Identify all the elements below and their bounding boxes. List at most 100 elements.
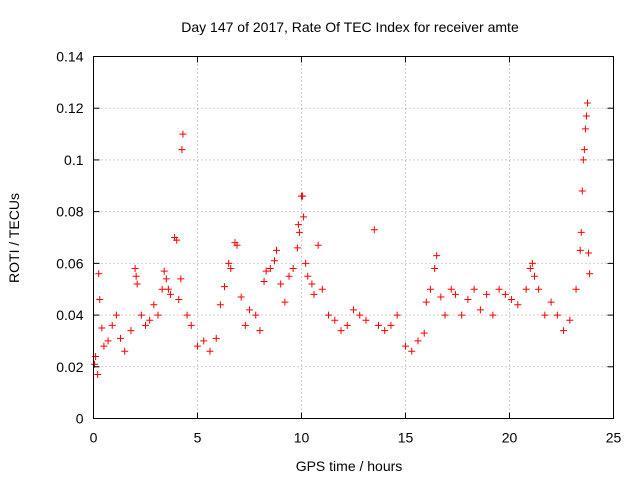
- y-tick-label: 0.06: [56, 255, 83, 271]
- data-point: [464, 296, 472, 304]
- data-point: [216, 301, 224, 309]
- grid-lines: [93, 56, 614, 419]
- data-point: [300, 213, 308, 221]
- data-point: [221, 283, 229, 291]
- data-point: [422, 298, 430, 306]
- data-point: [402, 342, 409, 350]
- data-point: [154, 311, 162, 319]
- y-tick-label: 0.12: [56, 100, 83, 116]
- data-point: [104, 337, 112, 345]
- data-point: [179, 130, 187, 138]
- data-point: [530, 272, 538, 280]
- data-point: [206, 347, 214, 355]
- data-point: [447, 285, 455, 293]
- data-point: [576, 246, 584, 254]
- data-point: [187, 321, 195, 329]
- data-point: [252, 311, 260, 319]
- data-point: [586, 270, 594, 278]
- data-point: [183, 311, 191, 319]
- data-point: [166, 290, 174, 298]
- data-point: [393, 311, 401, 319]
- data-point: [233, 241, 241, 249]
- data-point: [325, 311, 333, 319]
- data-point: [302, 259, 310, 267]
- data-point: [212, 334, 220, 342]
- data-point: [420, 329, 428, 337]
- data-point: [137, 311, 145, 319]
- data-point: [194, 342, 201, 350]
- data-point: [337, 327, 345, 335]
- data-point: [173, 236, 181, 244]
- data-point: [246, 306, 253, 314]
- data-point: [370, 226, 378, 234]
- data-point: [95, 270, 103, 278]
- data-point: [470, 285, 478, 293]
- data-point: [225, 259, 233, 267]
- x-tick-label: 0: [90, 430, 98, 446]
- data-point: [374, 321, 382, 329]
- data-point: [489, 311, 497, 319]
- data-point: [175, 296, 183, 304]
- data-point: [281, 298, 289, 306]
- data-point: [270, 257, 278, 265]
- data-point: [308, 280, 316, 288]
- data-point: [431, 265, 439, 273]
- data-point: [294, 221, 302, 229]
- y-axis-label: ROTI / TECUs: [6, 193, 22, 283]
- x-tick-label: 5: [194, 430, 202, 446]
- data-point: [256, 327, 264, 335]
- x-tick-label: 20: [502, 430, 518, 446]
- x-tick-label: 25: [606, 430, 622, 446]
- data-point: [495, 285, 503, 293]
- data-point: [585, 249, 593, 257]
- data-point: [501, 290, 509, 298]
- data-point: [362, 316, 370, 324]
- x-tick-label: 10: [294, 430, 310, 446]
- data-point: [237, 293, 245, 301]
- data-point: [356, 311, 364, 319]
- data-point: [131, 265, 139, 273]
- data-point: [582, 112, 590, 120]
- data-point: [437, 293, 445, 301]
- data-point: [522, 285, 530, 293]
- data-point: [514, 301, 522, 309]
- data-point: [579, 156, 587, 164]
- data-point: [310, 290, 318, 298]
- data-point: [314, 241, 322, 249]
- data-point: [350, 306, 357, 314]
- data-point: [304, 272, 312, 280]
- data-point: [117, 334, 125, 342]
- data-point: [578, 187, 586, 195]
- data-point: [133, 280, 141, 288]
- y-tick-label: 0.02: [56, 359, 83, 375]
- data-point: [295, 228, 303, 236]
- data-point: [200, 337, 208, 345]
- data-point: [241, 321, 249, 329]
- data-point: [299, 192, 307, 200]
- data-point: [458, 311, 466, 319]
- axis-ticks: 0 0.02 0.04 0.06 0.08 0.1 0.12 0.14 0 5 10 15 20 25: [56, 49, 621, 446]
- data-point: [414, 337, 422, 345]
- data-point: [227, 265, 235, 273]
- data-point: [162, 275, 170, 283]
- data-point: [94, 371, 102, 379]
- data-point: [426, 285, 434, 293]
- data-point: [535, 285, 543, 293]
- y-tick-label: 0.04: [56, 307, 83, 323]
- data-point: [158, 285, 166, 293]
- data-point: [560, 327, 568, 335]
- data-point: [289, 265, 297, 273]
- data-point: [577, 228, 585, 236]
- data-point: [581, 125, 589, 133]
- x-tick-label: 15: [398, 430, 414, 446]
- plot-frame: [93, 56, 614, 419]
- data-point: [553, 311, 561, 319]
- data-point: [441, 311, 449, 319]
- y-tick-label: 0.14: [56, 49, 83, 65]
- data-point: [580, 146, 588, 154]
- data-point: [178, 146, 186, 154]
- data-point: [100, 342, 108, 350]
- data-point: [177, 275, 185, 283]
